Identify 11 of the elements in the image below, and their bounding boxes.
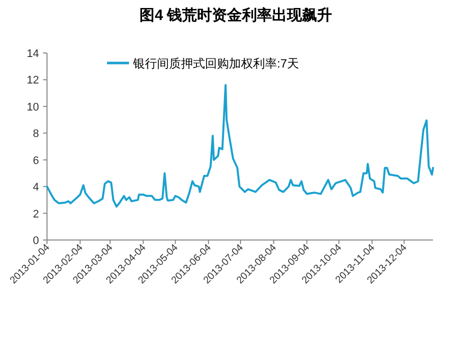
y-tick-label: 0 (32, 235, 39, 247)
y-tick-label: 12 (26, 74, 39, 87)
y-tick-label: 4 (32, 182, 39, 194)
y-tick-label: 10 (26, 101, 39, 114)
y-tick-label: 8 (32, 128, 39, 140)
y-tick-label: 14 (26, 48, 39, 60)
legend-label: 银行间质押式回购加权利率:7天 (132, 56, 300, 70)
chart-title: 图4 钱荒时资金利率出现飙升 (140, 6, 332, 24)
y-tick-label: 6 (32, 154, 39, 167)
y-tick-label: 2 (32, 208, 39, 220)
line-series (46, 84, 434, 208)
